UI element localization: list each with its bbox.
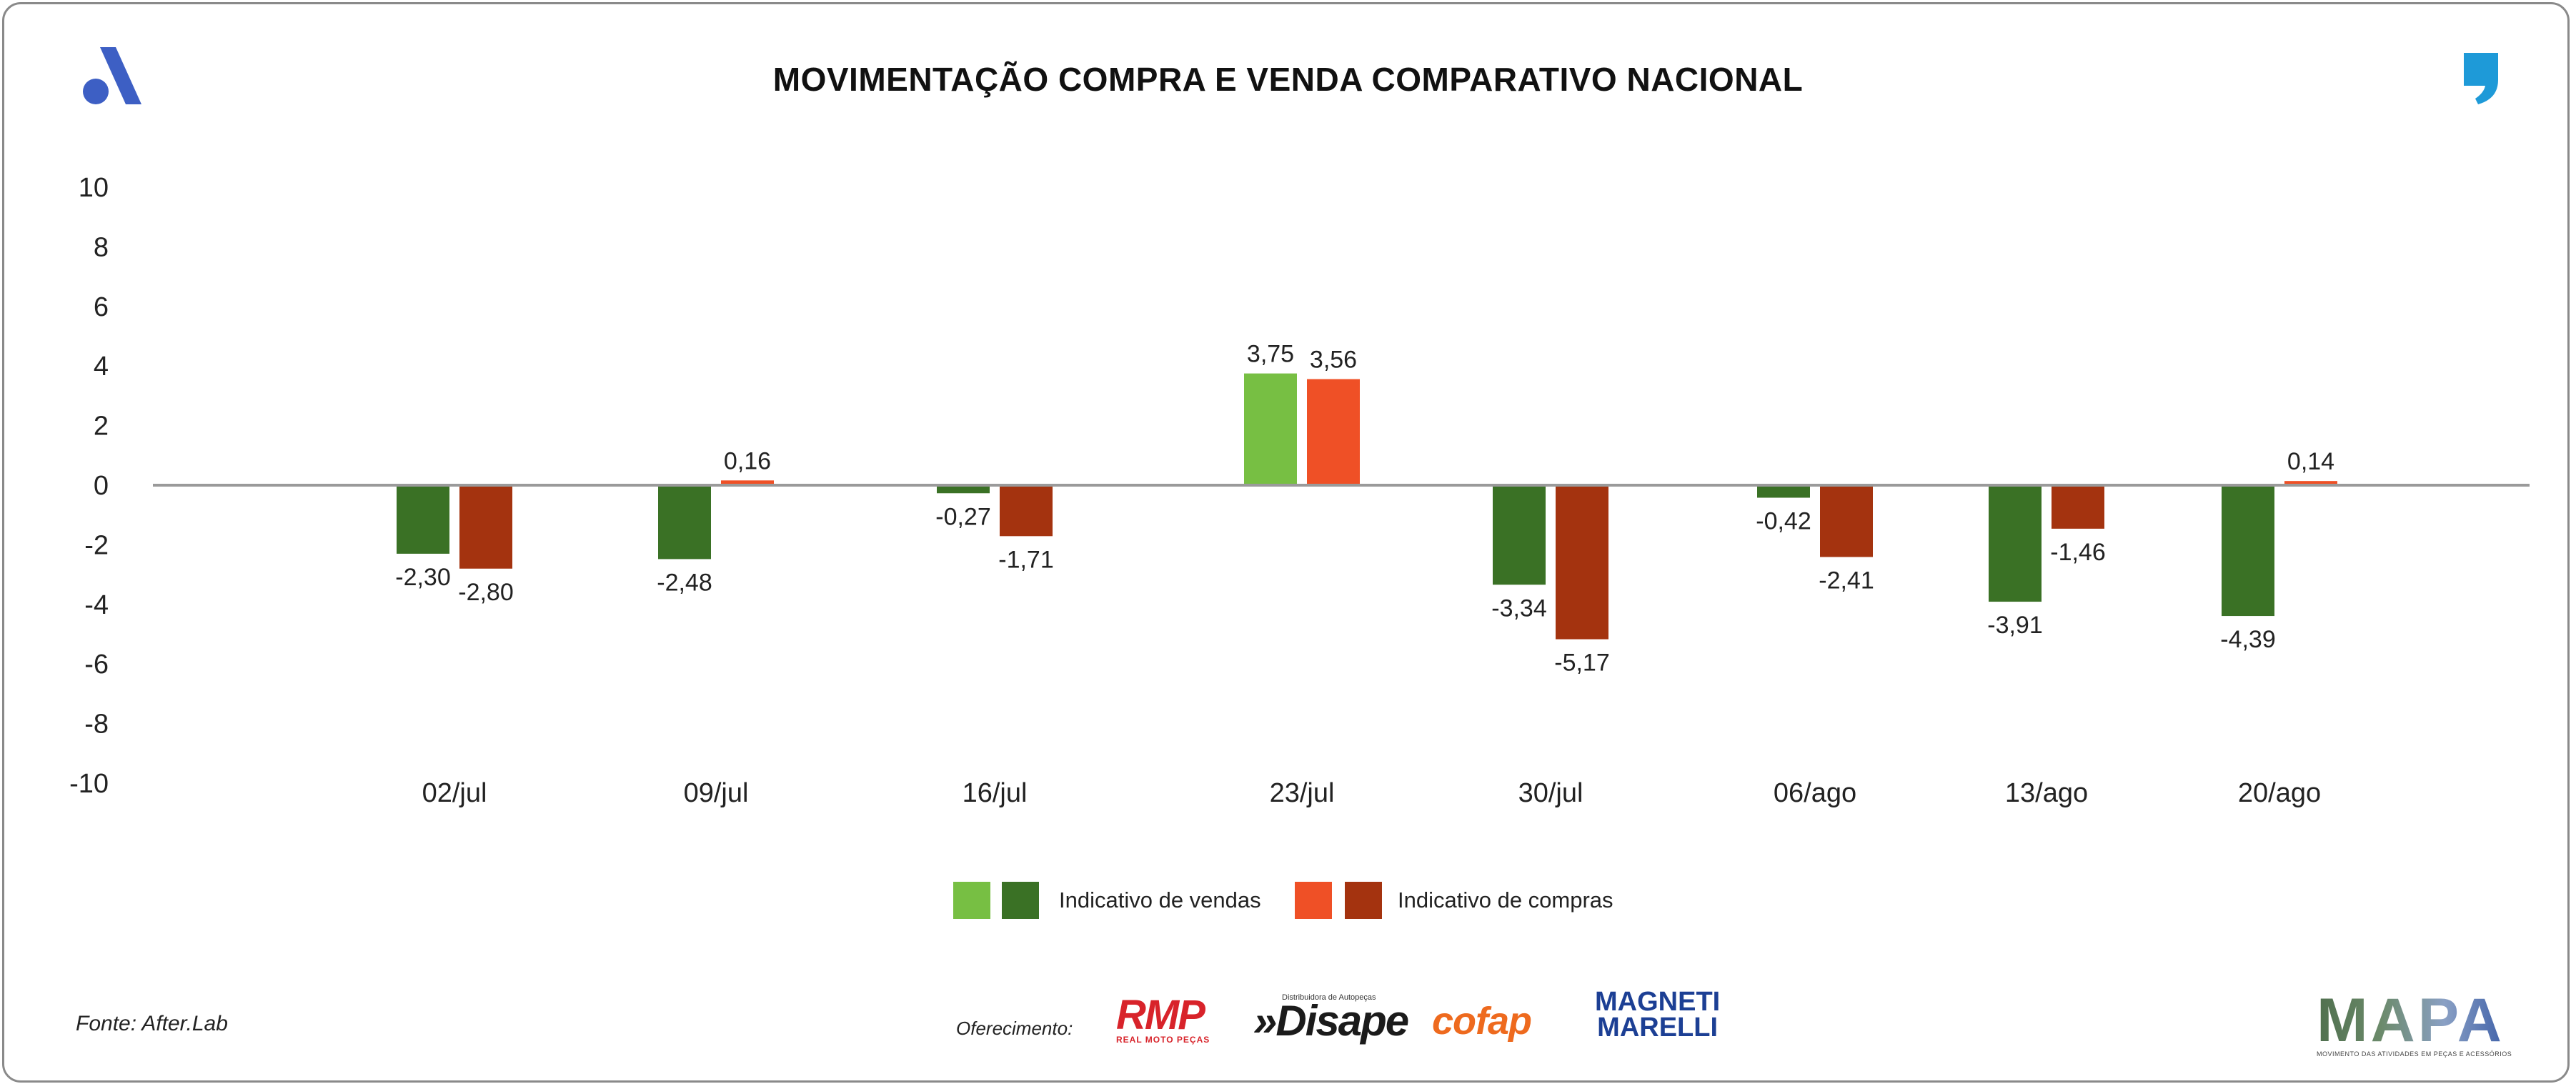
magneti-line-1: MAGNETI [1595, 987, 1721, 1017]
bar-compras [1000, 485, 1053, 537]
bar-compras [459, 485, 512, 569]
data-label: -1,71 [998, 546, 1054, 573]
bar-vendas [937, 485, 990, 494]
x-tick-label: 23/jul [1270, 778, 1335, 808]
data-label: -2,48 [657, 569, 712, 596]
cofap-logo-text: cofap [1432, 1000, 1532, 1043]
bar-vendas [397, 485, 449, 554]
y-axis-ticks: 10 8 6 4 2 0 -2 -4 -6 -8 -10 [69, 173, 109, 799]
bar-vendas [1244, 373, 1297, 485]
disape-tagline: Distribuidora de Autopeças [1282, 993, 1376, 1002]
bar-vendas [658, 485, 711, 560]
rmp-logo-subtitle: REAL MOTO PEÇAS [1116, 1035, 1210, 1045]
bar-compras [2284, 481, 2337, 485]
y-tick-label: 0 [94, 471, 109, 501]
data-label: 3,56 [1310, 347, 1357, 374]
data-label: -3,91 [1987, 612, 2043, 639]
data-label: 0,14 [2287, 448, 2334, 475]
mapa-logo-text: MAPA [2317, 990, 2508, 1051]
bar-chart: 10 8 6 4 2 0 -2 -4 -6 -8 -10 -2,30 -2,80 -2,48 0,16 -0… [69, 173, 2530, 808]
y-tick-label: 6 [94, 292, 109, 322]
data-label: -2,30 [395, 564, 451, 591]
bar-compras [2052, 485, 2104, 529]
data-label: -1,46 [2050, 539, 2106, 566]
rmp-logo: RMP REAL MOTO PEÇAS [1116, 995, 1230, 1045]
x-tick-label: 09/jul [684, 778, 749, 808]
data-labels: -2,30 -2,80 -2,48 0,16 -0,27 -1,71 3,75 3,56 -3,… [395, 341, 2334, 677]
y-tick-label: 2 [94, 412, 109, 442]
x-tick-label: 16/jul [963, 778, 1028, 808]
legend-label-vendas: Indicativo de vendas [1059, 887, 1261, 913]
data-label: -0,27 [935, 503, 991, 530]
data-label: -2,80 [458, 579, 514, 606]
chart-title: MOVIMENTAÇÃO COMPRA E VENDA COMPARATIVO … [772, 61, 1804, 98]
legend-swatch-vendas-light [953, 882, 990, 919]
mapa-logo: MAPA MOVIMENTO DAS ATIVIDADES EM PEÇAS E… [2317, 990, 2512, 1058]
y-tick-label: -8 [84, 710, 109, 740]
quote-mark-icon [2464, 53, 2498, 104]
bar-vendas [1757, 485, 1810, 498]
data-label: 3,75 [1247, 341, 1294, 368]
data-label: -0,42 [1756, 508, 1811, 535]
mapa-logo-subtitle: MOVIMENTO DAS ATIVIDADES EM PEÇAS E ACES… [2317, 1050, 2512, 1058]
bar-vendas [1989, 485, 2042, 602]
data-label: -4,39 [2220, 626, 2276, 653]
bar-compras [1820, 485, 1873, 557]
x-tick-label: 13/ago [2005, 778, 2088, 808]
y-tick-label: -6 [84, 650, 109, 680]
data-label: -3,34 [1491, 595, 1547, 622]
source-note: Fonte: After.Lab [76, 1012, 228, 1035]
y-tick-label: 8 [94, 232, 109, 262]
disape-logo: Distribuidora de Autopeças »Disape [1253, 993, 1409, 1045]
y-tick-label: 4 [94, 352, 109, 382]
legend-label-compras: Indicativo de compras [1398, 887, 1613, 913]
y-tick-label: -2 [84, 530, 109, 560]
x-tick-label: 20/ago [2238, 778, 2321, 808]
data-label: -5,17 [1554, 650, 1610, 677]
legend: Indicativo de vendas Indicativo de compr… [0, 880, 2576, 923]
y-tick-label: -4 [84, 590, 109, 620]
data-label: 0,16 [724, 447, 771, 474]
x-tick-label: 06/ago [1774, 778, 1856, 808]
legend-swatch-compras-dark [1345, 882, 1382, 919]
disape-logo-text: »Disape [1253, 997, 1409, 1045]
afterlab-logo-icon [83, 47, 141, 104]
x-tick-label: 02/jul [422, 778, 487, 808]
data-label: -2,41 [1819, 567, 1874, 594]
bar-compras [1556, 485, 1608, 640]
bar-compras [721, 480, 774, 485]
y-tick-label: 10 [79, 173, 109, 203]
magneti-marelli-logo: MAGNETI MARELLI [1595, 987, 1721, 1043]
legend-swatch-compras-light [1295, 882, 1332, 919]
x-tick-label: 30/jul [1518, 778, 1583, 808]
rmp-logo-text: RMP [1116, 992, 1205, 1038]
sponsor-label: Oferecimento: [956, 1018, 1073, 1039]
legend-swatch-vendas-dark [1002, 882, 1039, 919]
bar-compras [1307, 379, 1360, 485]
magneti-line-2: MARELLI [1597, 1013, 1719, 1043]
y-tick-label: -10 [69, 769, 109, 799]
bar-vendas [1493, 485, 1546, 585]
bar-vendas [2222, 485, 2274, 617]
x-axis-ticks: 02/jul 09/jul 16/jul 23/jul 30/jul 06/ago 13/a… [422, 778, 2322, 808]
cofap-logo: cofap [1432, 999, 1532, 1043]
bar-marks [397, 373, 2337, 640]
